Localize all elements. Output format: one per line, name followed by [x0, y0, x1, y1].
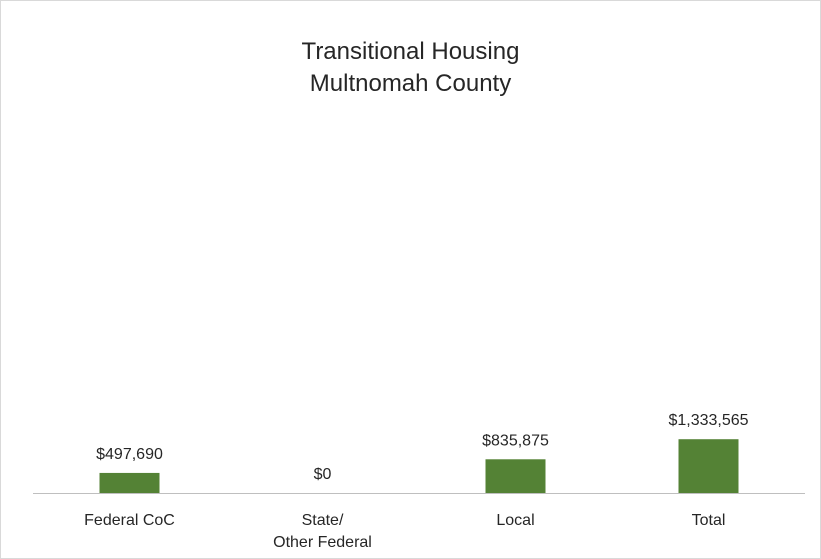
x-tick-label: Total — [691, 512, 726, 529]
bar — [485, 459, 546, 493]
x-tick-label: State/ Other Federal — [273, 512, 372, 551]
bar — [678, 439, 739, 493]
data-label: $0 — [314, 466, 332, 483]
chart-title: Transitional Housing Multnomah County — [301, 38, 520, 97]
bar — [99, 472, 160, 493]
data-label: $497,690 — [96, 446, 163, 463]
x-tick-label: Federal CoC — [84, 512, 175, 529]
x-tick-label: Local — [496, 512, 535, 529]
data-label: $835,875 — [482, 432, 549, 449]
data-label: $1,333,565 — [668, 412, 748, 429]
